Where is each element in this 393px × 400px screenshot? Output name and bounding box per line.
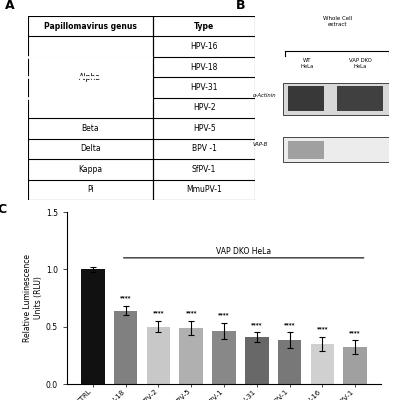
- Text: Delta: Delta: [80, 144, 101, 153]
- Text: VAP-B: VAP-B: [253, 142, 268, 147]
- Text: A: A: [5, 0, 14, 12]
- Text: ****: ****: [251, 322, 263, 327]
- Text: WT
HeLa: WT HeLa: [301, 58, 314, 69]
- Text: α-Actinin: α-Actinin: [253, 93, 277, 98]
- Text: Pi: Pi: [87, 185, 94, 194]
- Text: B: B: [236, 0, 246, 12]
- Text: Kappa: Kappa: [78, 165, 102, 174]
- Bar: [114, 311, 138, 384]
- Text: HPV-18: HPV-18: [191, 63, 218, 72]
- Text: ****: ****: [120, 295, 131, 300]
- FancyBboxPatch shape: [283, 83, 389, 114]
- Bar: [147, 327, 170, 384]
- Text: HPV-16: HPV-16: [191, 42, 218, 51]
- Text: Whole Cell
extract: Whole Cell extract: [323, 16, 352, 27]
- Text: ****: ****: [153, 310, 164, 315]
- Text: C: C: [0, 203, 7, 216]
- Text: HPV-2: HPV-2: [193, 104, 215, 112]
- Text: ****: ****: [185, 310, 197, 315]
- Text: Alpha: Alpha: [79, 73, 101, 82]
- Bar: [278, 340, 301, 384]
- Bar: [310, 344, 334, 384]
- Text: SfPV-1: SfPV-1: [192, 165, 217, 174]
- Y-axis label: Relative Luminescence
Units (RLU): Relative Luminescence Units (RLU): [24, 254, 43, 342]
- Bar: [245, 337, 268, 384]
- Text: Beta: Beta: [81, 124, 99, 133]
- Text: ****: ****: [349, 330, 361, 335]
- Bar: [343, 347, 367, 384]
- FancyBboxPatch shape: [288, 86, 324, 111]
- Text: HPV-5: HPV-5: [193, 124, 215, 133]
- FancyBboxPatch shape: [283, 138, 389, 162]
- Text: BPV -1: BPV -1: [192, 144, 217, 153]
- Text: VAP DKO
HeLa: VAP DKO HeLa: [349, 58, 372, 69]
- Bar: [212, 331, 236, 384]
- FancyBboxPatch shape: [288, 141, 324, 158]
- Text: ****: ****: [218, 312, 230, 318]
- FancyBboxPatch shape: [337, 86, 383, 111]
- Text: Type: Type: [194, 22, 214, 31]
- Text: MmuPV-1: MmuPV-1: [186, 185, 222, 194]
- Bar: [180, 328, 203, 384]
- Text: Papillomavirus genus: Papillomavirus genus: [44, 22, 137, 31]
- Text: ****: ****: [317, 326, 328, 331]
- Text: HPV-31: HPV-31: [191, 83, 218, 92]
- Bar: [81, 269, 105, 384]
- Text: ****: ****: [284, 322, 295, 327]
- Text: VAP DKO HeLa: VAP DKO HeLa: [216, 246, 271, 256]
